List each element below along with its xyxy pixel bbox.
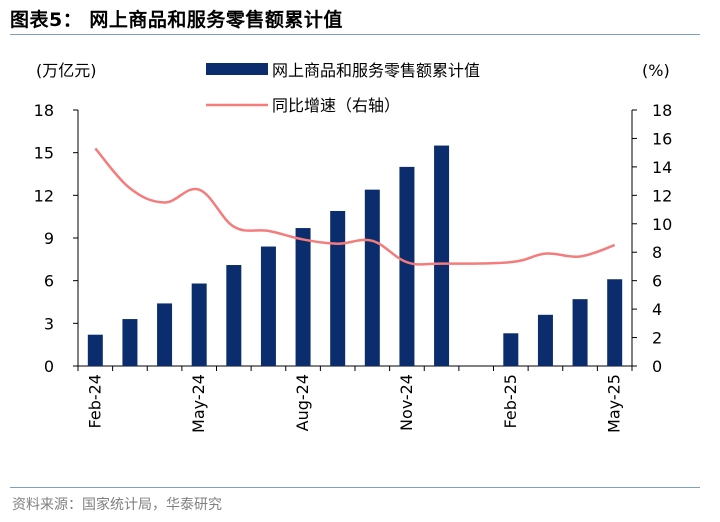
left-axis-unit-label: (万亿元): [36, 61, 97, 80]
bar: [607, 279, 623, 366]
title-divider: [10, 34, 700, 35]
right-axis-tick-label: 18: [652, 101, 672, 120]
right-axis-tick-label: 16: [652, 129, 672, 148]
bar: [330, 210, 346, 366]
bar: [157, 303, 173, 366]
right-axis-tick-label: 6: [652, 272, 662, 291]
right-axis-tick-label: 0: [652, 357, 662, 376]
bar: [87, 334, 103, 366]
bar: [434, 145, 450, 366]
right-axis-tick-label: 10: [652, 215, 672, 234]
legend-bar-swatch: [206, 63, 268, 75]
legend-bar-label: 网上商品和服务零售额累计值: [272, 61, 480, 80]
right-axis-tick-label: 8: [652, 243, 662, 262]
growth-rate-line: [94, 147, 616, 266]
source-note: 资料来源：国家统计局，华泰研究: [12, 497, 222, 513]
left-axis-tick-label: 9: [44, 229, 54, 248]
right-axis-tick-label: 4: [652, 300, 662, 319]
left-axis-tick-label: 3: [44, 314, 54, 333]
right-axis-unit-label: (%): [642, 61, 670, 80]
bar: [537, 314, 553, 366]
x-axis-tick-label: Aug-24: [293, 374, 312, 431]
bar: [260, 246, 276, 366]
left-axis-tick-label: 18: [34, 101, 54, 120]
x-axis-tick-label: Nov-24: [397, 374, 416, 431]
x-axis-tick-label: Feb-24: [85, 374, 104, 428]
x-axis-tick-label: May-24: [189, 374, 208, 433]
right-axis-tick-label: 2: [652, 329, 662, 348]
bar: [399, 166, 415, 366]
bar: [364, 189, 380, 366]
bar: [503, 333, 519, 366]
chart: 0 3 6 9 12 15 18 0 2 4 6 8 10 12 14 16 18 (万亿元) (%) Feb-24 M…: [34, 61, 673, 433]
right-axis-tick-label: 12: [652, 186, 672, 205]
bar: [572, 299, 588, 366]
bar: [226, 265, 242, 366]
bar: [295, 228, 311, 366]
footer-divider: [10, 487, 700, 488]
figure-title: 图表5： 网上商品和服务零售额累计值: [10, 9, 343, 31]
right-axis-tick-label: 14: [652, 158, 672, 177]
left-axis-tick-label: 12: [34, 186, 54, 205]
bar: [122, 319, 138, 366]
bar: [191, 283, 207, 366]
left-axis-tick-label: 15: [34, 144, 54, 163]
x-axis-tick-label: May-25: [605, 374, 624, 433]
x-axis-tick-label: Feb-25: [501, 374, 520, 428]
left-axis-tick-label: 0: [44, 357, 54, 376]
legend-line-label: 同比增速（右轴）: [272, 96, 400, 115]
left-axis-tick-label: 6: [44, 272, 54, 291]
